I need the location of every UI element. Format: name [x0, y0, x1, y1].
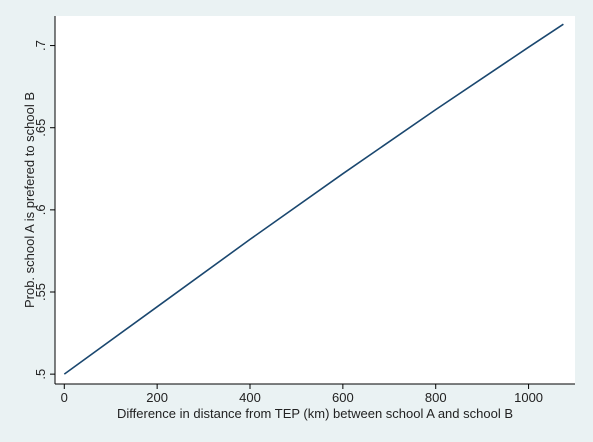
- x-ticks: 0 200 400 600 800 1000: [61, 384, 543, 405]
- x-tick-label: 400: [239, 390, 261, 405]
- y-tick-label: .5: [33, 369, 48, 380]
- series-layer: [63, 23, 564, 375]
- y-tick-label: .65: [33, 119, 48, 137]
- y-tick-label: .55: [33, 283, 48, 301]
- x-tick-label: 1000: [514, 390, 543, 405]
- x-tick-label: 200: [146, 390, 168, 405]
- x-axis-title: Difference in distance from TEP (km) bet…: [117, 406, 513, 421]
- x-tick-label: 600: [332, 390, 354, 405]
- x-tick-label: 0: [61, 390, 68, 405]
- y-ticks: .5 .55 .6 .65 .7: [33, 40, 55, 380]
- series-line: [63, 23, 564, 375]
- y-tick-label: .7: [33, 40, 48, 51]
- y-tick-label: .6: [33, 204, 48, 215]
- x-tick-label: 800: [425, 390, 447, 405]
- plot-area: [55, 16, 575, 384]
- y-axis-title: Prob. school A is prefered to school B: [22, 92, 37, 308]
